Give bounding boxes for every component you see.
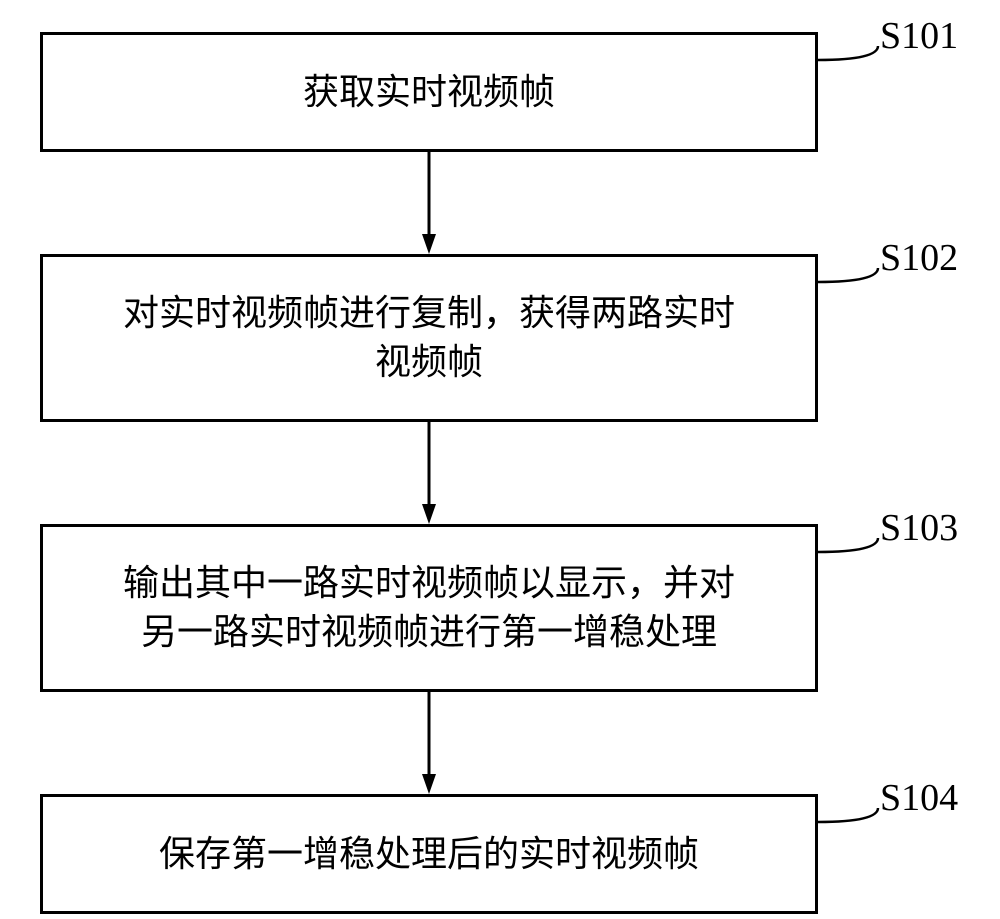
flowchart-node-s103: 输出其中一路实时视频帧以显示，并对 另一路实时视频帧进行第一增稳处理 (40, 524, 818, 692)
step-label-s101: S101 (880, 14, 958, 58)
flowchart-node-s102: 对实时视频帧进行复制，获得两路实时 视频帧 (40, 254, 818, 422)
flowchart-canvas: 获取实时视频帧 对实时视频帧进行复制，获得两路实时 视频帧 输出其中一路实时视频… (0, 0, 1000, 919)
flowchart-node-s104: 保存第一增稳处理后的实时视频帧 (40, 794, 818, 914)
flowchart-node-s101: 获取实时视频帧 (40, 32, 818, 152)
step-label-s102: S102 (880, 236, 958, 280)
step-label-s104: S104 (880, 776, 958, 820)
step-label-s103: S103 (880, 506, 958, 550)
